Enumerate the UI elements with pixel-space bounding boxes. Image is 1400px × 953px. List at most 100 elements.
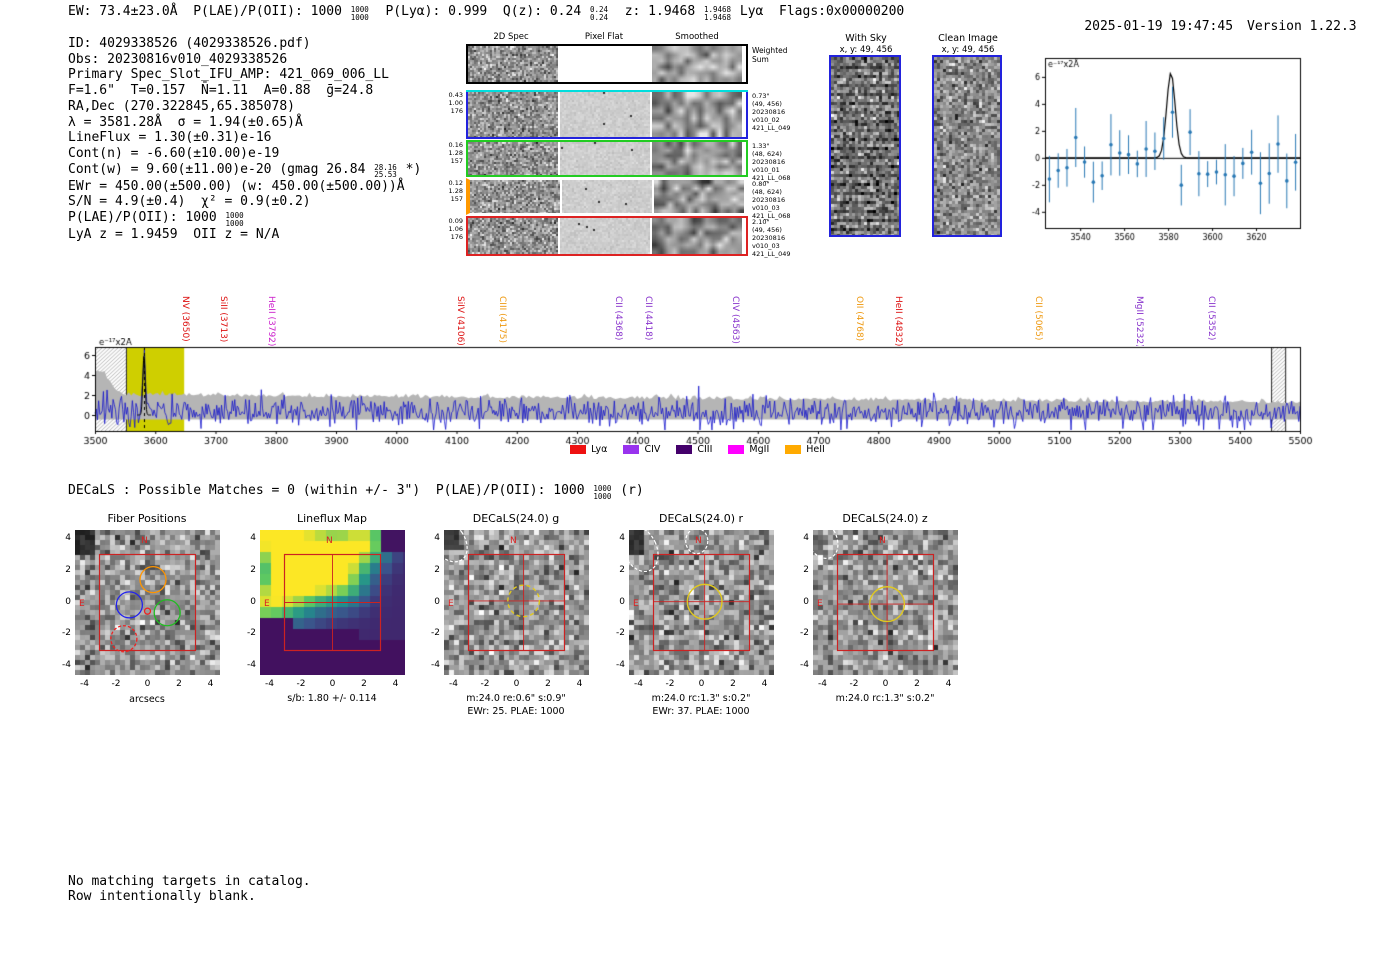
spec2d-right-label: 421_LL_049 bbox=[752, 250, 791, 258]
smoothed-image bbox=[652, 46, 742, 82]
stacked-fraction: 28.16 25.53 bbox=[374, 164, 397, 179]
footer-line-1: No matching targets in catalog. bbox=[68, 874, 311, 889]
cutout-sub-label: m:24.0 re:0.6" s:0.9" bbox=[466, 693, 566, 704]
spec2d-left-label: 1.00 bbox=[448, 99, 463, 107]
spec2d-row-left-labels: 0.16 1.28 157 bbox=[441, 141, 463, 165]
spec2d-left-label: 0.43 bbox=[448, 91, 463, 99]
text-run: RA,Dec (270.322845,65.385078) bbox=[68, 98, 295, 114]
cutout-sub-label: EWr: 25. PLAE: 1000 bbox=[467, 706, 565, 717]
cutout-xtick: -2 bbox=[480, 679, 490, 689]
cutout-xtick: -4 bbox=[817, 679, 827, 689]
cutout-xtick: 0 bbox=[144, 679, 151, 689]
text-run: DECaLS : Possible Matches = 0 (within +/… bbox=[68, 483, 593, 498]
cutout-ytick: -2 bbox=[800, 628, 809, 639]
decals-matches-line: DECaLS : Possible Matches = 0 (within +/… bbox=[68, 483, 644, 500]
pixelflat-image bbox=[560, 46, 650, 82]
spec2d-left-label: 157 bbox=[450, 157, 463, 165]
emission-line-label: NV (3650) bbox=[180, 296, 191, 342]
clean-image-coords: x, y: 49, 456 bbox=[941, 45, 995, 55]
compass-east: E bbox=[264, 599, 270, 609]
catalog-ellipse bbox=[813, 530, 839, 560]
cutout-title: DECaLS(24.0) z bbox=[842, 512, 928, 525]
cutout-xtick: 2 bbox=[914, 679, 920, 689]
cutout-ytick: 0 bbox=[434, 596, 440, 607]
cutout-ytick: 4 bbox=[803, 533, 809, 544]
spec2d-col-header-pixelflat: Pixel Flat bbox=[584, 32, 624, 42]
info-line: F=1.6" T=0.157 N̄=1.11 A=0.88 ḡ=24.8 bbox=[68, 83, 421, 99]
cutout-ytick: 0 bbox=[803, 596, 809, 607]
spec2d-left-label: 176 bbox=[450, 233, 463, 241]
emission-line-label: CII (4418) bbox=[643, 296, 654, 341]
cutout-ytick: 2 bbox=[434, 564, 440, 575]
spec2d-row-right-labels: 1.33" (48, 624) 20230816 v010_01 421_LL_068 bbox=[752, 142, 812, 182]
cutout-overlay: NE bbox=[813, 530, 935, 652]
text-run: ID: 4029338526 (4029338526.pdf) bbox=[68, 36, 311, 51]
text-run: Lyα Flags:0x00000200 bbox=[732, 4, 905, 19]
cutout-xtick: 2 bbox=[176, 679, 182, 689]
spec2d-right-label: Weighted bbox=[752, 46, 788, 55]
cutout-ytick: -4 bbox=[616, 659, 625, 670]
stacked-fraction: 0.24 0.24 bbox=[590, 6, 608, 21]
cutout-xtick: 0 bbox=[329, 679, 336, 689]
fraction-bottom: 1000 bbox=[225, 218, 244, 228]
fraction-top: 1000 bbox=[350, 5, 369, 14]
header-summary-line: EW: 73.4±23.0Å P(LAE)/P(OII): 1000 1000 1… bbox=[68, 4, 904, 21]
spec2d-right-label: 20230816 bbox=[752, 196, 786, 204]
spec2d-col-header-2dspec: 2D Spec bbox=[493, 32, 529, 42]
spec2d-image bbox=[468, 46, 558, 82]
cutout-image-lineflux-1 bbox=[260, 530, 405, 675]
spec2d-row-left-labels: 0.09 1.06 176 bbox=[441, 217, 463, 241]
extraction-box bbox=[652, 553, 751, 652]
text-run: Primary Spec_Slot_IFU_AMP: 421_069_006_L… bbox=[68, 67, 389, 83]
legend-label: CIII bbox=[697, 444, 713, 455]
cutout-xaxis-label: arcsecs bbox=[129, 694, 165, 705]
cutout-xtick: -4 bbox=[264, 679, 274, 689]
text-run: EWr = 450.00(±500.00) (w: 450.00(±500.00… bbox=[68, 178, 405, 194]
info-line: LyA z = 1.9459 OII z = N/A bbox=[68, 227, 421, 243]
info-line: P(LAE)/P(OII): 1000 1000 1000 bbox=[68, 210, 421, 227]
cutout-xtick: -4 bbox=[448, 679, 458, 689]
spec2d-right-label: v010_03 bbox=[752, 204, 780, 212]
cutout-xtick: 2 bbox=[545, 679, 551, 689]
catalog-ellipse bbox=[444, 530, 468, 563]
legend-color-swatch bbox=[623, 445, 640, 454]
compass-east: E bbox=[817, 599, 823, 609]
fiber-circle bbox=[110, 625, 138, 653]
fraction-top: 28.16 bbox=[374, 162, 397, 172]
compass-north: N bbox=[695, 536, 702, 546]
extraction-box bbox=[467, 553, 566, 652]
cutout-ytick: 2 bbox=[803, 564, 809, 575]
spec2d-left-label: 176 bbox=[450, 107, 463, 115]
spec2d-left-label: 1.28 bbox=[448, 187, 463, 195]
fiber-circle bbox=[139, 565, 167, 594]
legend-item: HeII bbox=[785, 444, 825, 455]
cutout-overlay: NE bbox=[629, 530, 751, 652]
emission-line-label: CII (5352) bbox=[1205, 296, 1216, 341]
catalog-ellipse bbox=[629, 530, 659, 573]
text-run: z: 1.9468 bbox=[609, 4, 703, 19]
spec2d-right-label: 421_LL_068 bbox=[752, 174, 791, 182]
spec2d-right-label: 0.73" bbox=[752, 92, 770, 100]
cutout-xtick: 4 bbox=[392, 679, 399, 689]
cutout-xtick: 2 bbox=[730, 679, 736, 689]
spec2d-right-label: v010_02 bbox=[752, 116, 780, 124]
cutout-xtick: 4 bbox=[207, 679, 214, 689]
cutout-ytick: -2 bbox=[616, 628, 625, 639]
fraction-top: 1000 bbox=[593, 484, 612, 493]
spec2d-image bbox=[468, 142, 558, 175]
compass-north: N bbox=[879, 536, 886, 546]
legend-color-swatch bbox=[728, 445, 745, 454]
with-sky-coords: x, y: 49, 456 bbox=[839, 45, 893, 55]
fiber-circle bbox=[143, 607, 152, 615]
cutout-image-gray-3 bbox=[629, 530, 774, 675]
emission-line-label: OII (4768) bbox=[853, 296, 864, 342]
cutout-ytick: -4 bbox=[247, 659, 256, 670]
info-line: λ = 3581.28Å σ = 1.94(±0.65)Å bbox=[68, 115, 421, 131]
detection-info-block: ID: 4029338526 (4029338526.pdf) Obs: 2023… bbox=[68, 36, 421, 243]
legend-label: MgII bbox=[749, 444, 770, 455]
spec2d-right-label: 20230816 bbox=[752, 158, 786, 166]
text-run: P(LAE)/P(OII): 1000 bbox=[68, 210, 225, 226]
text-run: EW: 73.4±23.0Å P(LAE)/P(OII): 1000 bbox=[68, 4, 350, 19]
pixelflat-image bbox=[560, 92, 650, 137]
info-line: ID: 4029338526 (4029338526.pdf) bbox=[68, 36, 421, 52]
